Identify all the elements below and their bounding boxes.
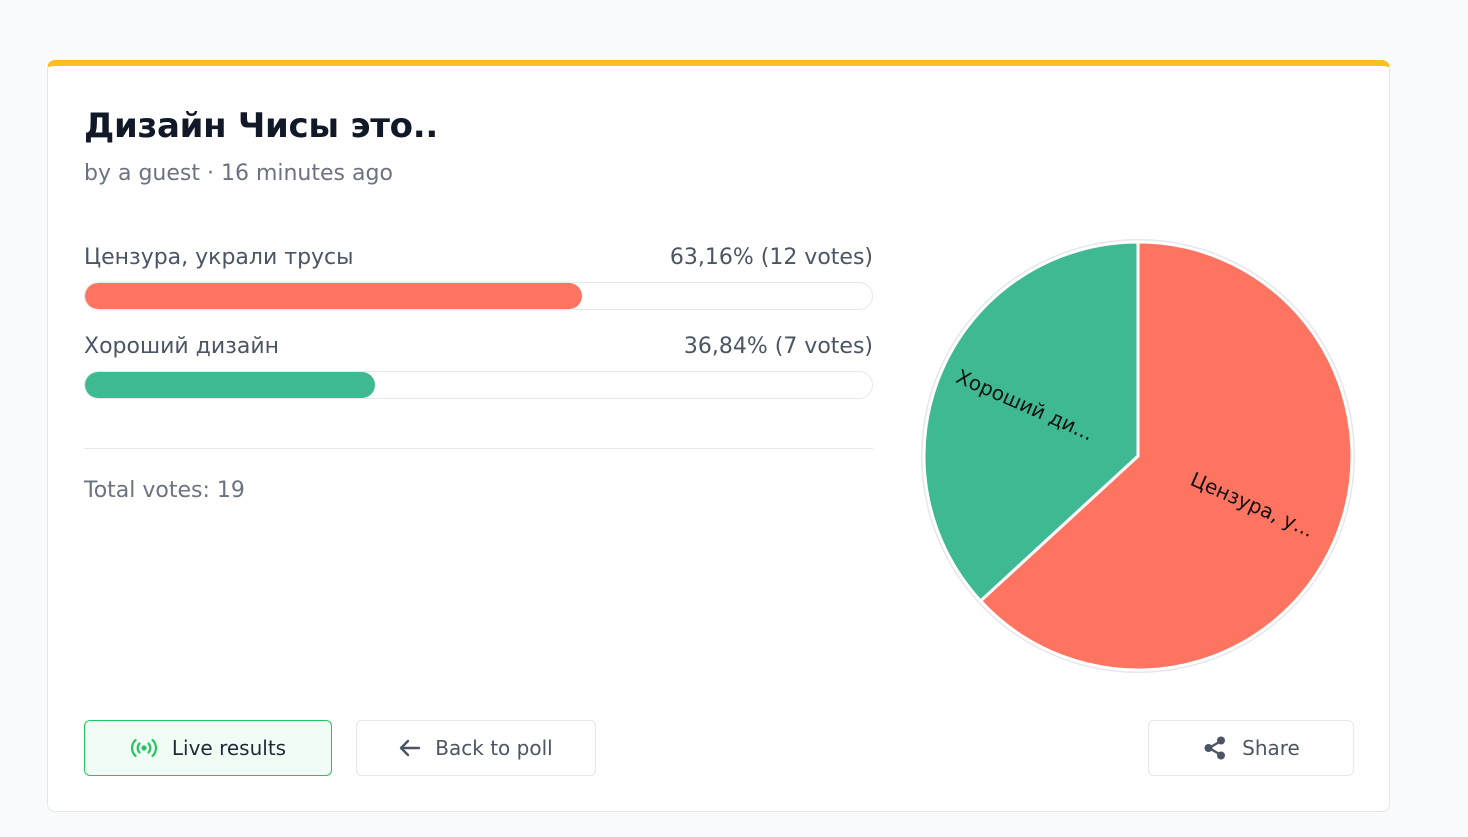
pie-chart-svg: Цензура, у...Хороший ди...	[921, 239, 1355, 673]
option-progress-fill	[85, 283, 583, 309]
share-button[interactable]: Share	[1148, 720, 1354, 776]
pie-slice[interactable]	[979, 240, 1354, 672]
option-label: Хороший дизайн	[84, 334, 280, 359]
share-label: Share	[1242, 736, 1300, 760]
share-icon	[1202, 735, 1228, 761]
option-row-1: Цензура, украли трусы 63,16% (12 votes)	[84, 243, 873, 273]
back-to-poll-label: Back to poll	[435, 736, 553, 760]
results-pie-chart: Цензура, у... Хороший ди...	[918, 236, 1358, 676]
option-row-2: Хороший дизайн 36,84% (7 votes)	[84, 332, 873, 362]
back-to-poll-button[interactable]: Back to poll	[356, 720, 596, 776]
option-progress-fill	[85, 372, 375, 398]
live-results-label: Live results	[171, 736, 287, 760]
poll-title: Дизайн Чисы это..	[84, 106, 438, 146]
divider	[84, 448, 873, 449]
option-progress-bar	[84, 371, 873, 399]
pie-slice[interactable]	[922, 240, 1140, 603]
option-label: Цензура, украли трусы	[84, 245, 354, 270]
poll-meta: by a guest · 16 minutes ago	[84, 161, 393, 186]
broadcast-icon	[130, 738, 158, 758]
option-progress-bar	[84, 282, 873, 310]
live-results-button[interactable]: Live results	[84, 720, 332, 776]
arrow-left-icon	[399, 739, 421, 757]
total-votes: Total votes: 19	[84, 478, 245, 503]
option-result: 63,16% (12 votes)	[669, 245, 873, 270]
option-result: 36,84% (7 votes)	[683, 334, 873, 359]
